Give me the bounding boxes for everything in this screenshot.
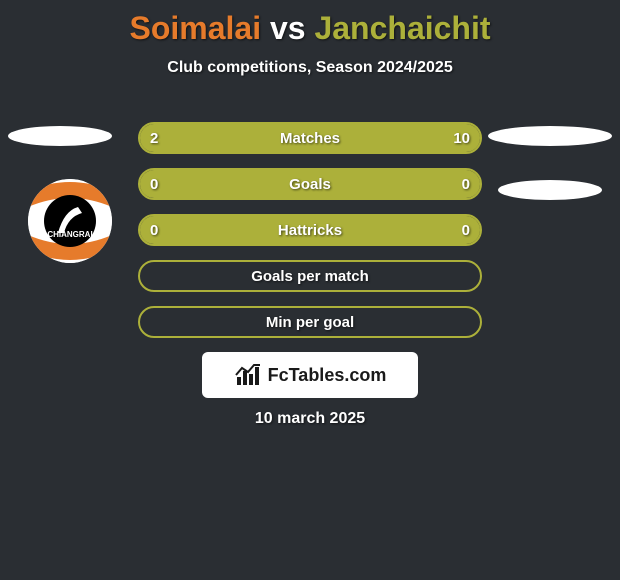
subtitle: Club competitions, Season 2024/2025 — [0, 59, 620, 77]
stat-label: Goals per match — [251, 268, 369, 285]
player1-name: Soimalai — [129, 10, 261, 46]
stat-label: Matches — [280, 130, 340, 147]
stat-label: Hattricks — [278, 222, 342, 239]
stat-row-goals: 0 0 Goals — [138, 168, 482, 200]
stat-value-left: 2 — [150, 124, 158, 152]
player2-name: Janchaichit — [314, 10, 490, 46]
stat-value-left: 0 — [150, 170, 158, 198]
branding-icon — [234, 363, 262, 387]
branding-badge: FcTables.com — [202, 352, 418, 398]
stat-fill-left — [140, 124, 197, 152]
stat-value-right: 10 — [453, 124, 470, 152]
stat-row-matches: 2 10 Matches — [138, 122, 482, 154]
stat-value-left: 0 — [150, 216, 158, 244]
branding-text: FcTables.com — [268, 365, 387, 386]
stats-container: 2 10 Matches 0 0 Goals 0 0 Hattricks Goals per ma… — [138, 122, 482, 352]
crest-svg: CHIANGRAI — [28, 179, 112, 263]
stat-label: Goals — [289, 176, 331, 193]
placeholder-top-left — [8, 126, 112, 146]
stat-label: Min per goal — [266, 314, 354, 331]
stat-row-min-per-goal: Min per goal — [138, 306, 482, 338]
svg-text:CHIANGRAI: CHIANGRAI — [47, 230, 92, 239]
club-crest: CHIANGRAI — [28, 179, 112, 263]
placeholder-mid-right — [498, 180, 602, 200]
vs-text: vs — [270, 10, 306, 46]
comparison-title: Soimalai vs Janchaichit — [0, 0, 620, 47]
stat-row-hattricks: 0 0 Hattricks — [138, 214, 482, 246]
date-label: 10 march 2025 — [0, 410, 620, 428]
stat-value-right: 0 — [462, 170, 470, 198]
placeholder-top-right — [488, 126, 612, 146]
stat-row-goals-per-match: Goals per match — [138, 260, 482, 292]
stat-value-right: 0 — [462, 216, 470, 244]
